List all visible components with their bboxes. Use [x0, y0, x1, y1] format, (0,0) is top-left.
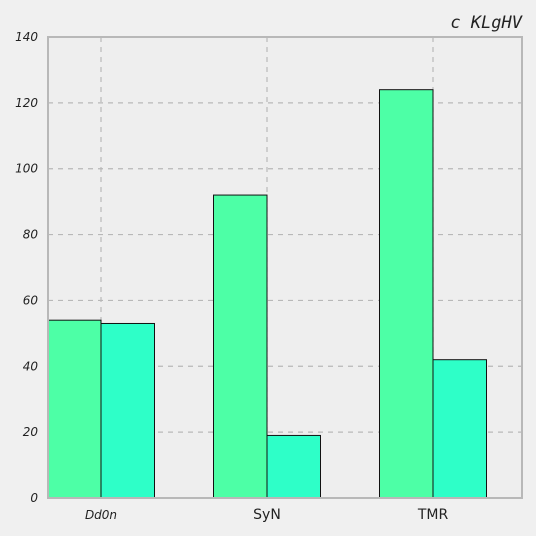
y-tick-label: 40	[23, 359, 39, 373]
y-tick-label: 80	[23, 228, 39, 242]
bar-syn-series-1	[213, 194, 268, 499]
y-tick-label: 100	[15, 162, 38, 176]
bars	[47, 89, 487, 499]
bar-dd0n-series-1	[47, 319, 102, 499]
y-axis-ticks: 0 20 40 60 80 100 120 140	[15, 30, 38, 505]
bar-tmr-series-2	[432, 359, 487, 499]
bar-tmr-series-1	[379, 89, 434, 499]
y-tick-label: 120	[15, 96, 38, 110]
bar-dd0n-series-2	[100, 322, 155, 499]
x-tick-label: SyN	[253, 507, 281, 523]
x-tick-label: TMR	[417, 507, 449, 523]
y-tick-label: 0	[30, 491, 38, 505]
x-tick-label: Dd0n	[85, 508, 117, 522]
chart-title: c KLgHV	[450, 13, 522, 33]
bar-syn-series-2	[266, 434, 321, 499]
y-tick-label: 60	[23, 293, 39, 307]
y-tick-label: 140	[15, 30, 38, 44]
y-tick-label: 20	[23, 425, 39, 439]
plot-frame	[47, 36, 523, 499]
x-axis-ticks: Dd0n SyN TMR	[85, 507, 449, 523]
